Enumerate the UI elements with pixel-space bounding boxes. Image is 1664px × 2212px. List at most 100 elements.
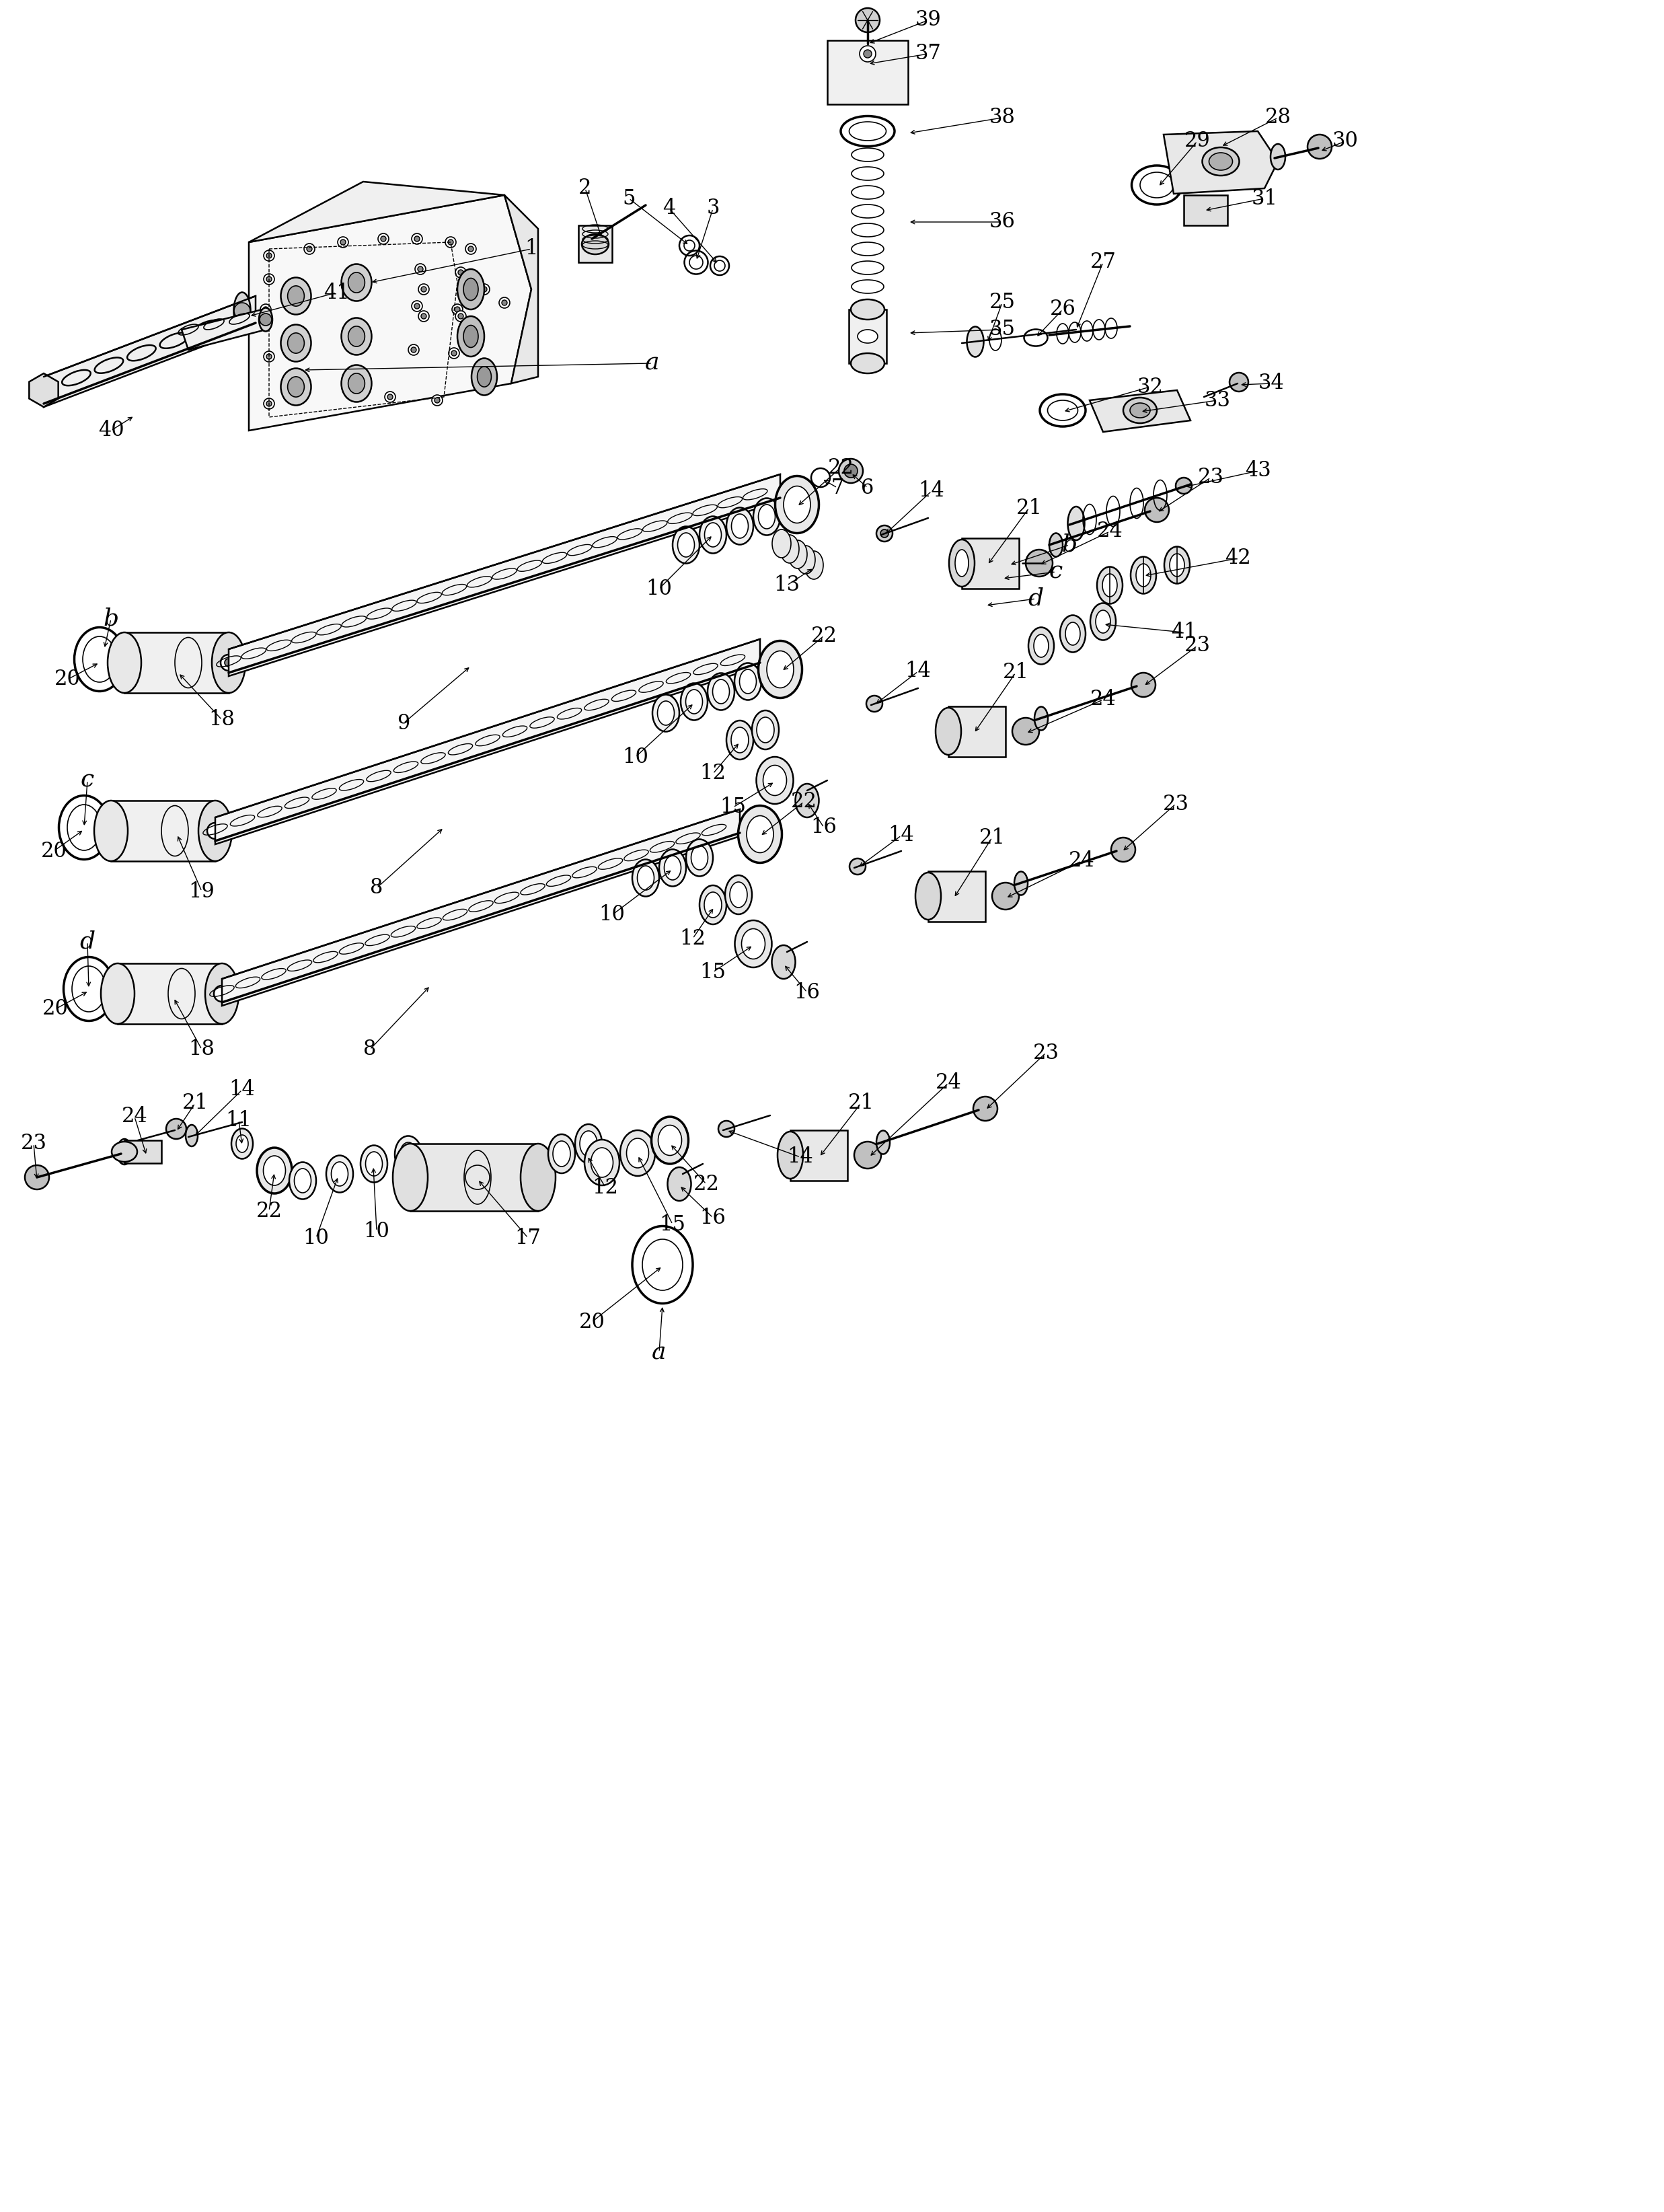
Text: 24: 24 [121, 1106, 148, 1128]
Text: d: d [1028, 588, 1043, 611]
Ellipse shape [784, 487, 810, 522]
Bar [125, 1141, 161, 1164]
Text: 36: 36 [988, 212, 1015, 232]
Text: a: a [652, 1340, 666, 1363]
Circle shape [448, 239, 453, 246]
Text: 21: 21 [1002, 661, 1028, 684]
Circle shape [235, 303, 250, 319]
Circle shape [973, 1097, 997, 1121]
Text: 22: 22 [790, 792, 817, 812]
Ellipse shape [621, 1130, 656, 1177]
Circle shape [206, 823, 223, 838]
Circle shape [263, 398, 275, 409]
Text: 35: 35 [988, 319, 1015, 341]
Ellipse shape [348, 374, 364, 394]
Polygon shape [118, 964, 221, 1024]
Text: 18: 18 [188, 1040, 215, 1060]
Text: 10: 10 [646, 577, 672, 599]
Text: c: c [1050, 560, 1063, 584]
Ellipse shape [331, 1161, 348, 1186]
Ellipse shape [759, 641, 802, 699]
Bar [849, 310, 887, 363]
Circle shape [1025, 549, 1053, 577]
Text: 32: 32 [1137, 376, 1163, 398]
Ellipse shape [672, 526, 699, 564]
Ellipse shape [730, 883, 747, 907]
Text: 24: 24 [935, 1073, 962, 1093]
Text: 24: 24 [1090, 690, 1117, 710]
Ellipse shape [730, 728, 749, 752]
Ellipse shape [231, 1128, 253, 1159]
Ellipse shape [290, 1161, 316, 1199]
Text: 25: 25 [988, 292, 1015, 314]
Ellipse shape [1033, 635, 1048, 657]
Text: 15: 15 [721, 796, 745, 818]
Ellipse shape [772, 945, 795, 980]
Ellipse shape [704, 891, 722, 918]
Ellipse shape [857, 330, 877, 343]
Ellipse shape [691, 845, 707, 869]
Ellipse shape [108, 633, 141, 692]
Text: 23: 23 [1198, 467, 1223, 489]
Text: 14: 14 [919, 480, 945, 502]
Text: 21: 21 [847, 1093, 874, 1113]
Polygon shape [221, 810, 740, 1006]
Ellipse shape [699, 885, 727, 925]
Ellipse shape [1097, 566, 1123, 604]
Circle shape [431, 396, 443, 405]
Ellipse shape [789, 540, 807, 568]
Text: 41: 41 [1171, 622, 1196, 644]
Text: 41: 41 [323, 283, 349, 303]
Ellipse shape [576, 1124, 602, 1164]
Ellipse shape [757, 717, 774, 743]
Circle shape [864, 51, 872, 58]
Circle shape [503, 301, 508, 305]
Ellipse shape [288, 285, 305, 305]
Text: 24: 24 [1097, 522, 1123, 542]
Polygon shape [1163, 131, 1278, 195]
Ellipse shape [659, 849, 686, 887]
Text: 7: 7 [830, 478, 844, 498]
Circle shape [446, 237, 456, 248]
Circle shape [877, 526, 892, 542]
Circle shape [266, 252, 271, 259]
Ellipse shape [233, 292, 251, 330]
Ellipse shape [463, 279, 478, 301]
Text: 18: 18 [210, 710, 235, 730]
Circle shape [719, 1121, 734, 1137]
Circle shape [411, 347, 416, 352]
Polygon shape [181, 310, 266, 349]
Circle shape [479, 283, 489, 294]
Text: 37: 37 [915, 44, 942, 64]
Circle shape [378, 234, 389, 243]
Ellipse shape [1065, 622, 1080, 646]
Circle shape [266, 354, 271, 358]
Text: 12: 12 [679, 929, 706, 949]
Circle shape [384, 392, 396, 403]
Ellipse shape [288, 376, 305, 396]
Circle shape [867, 695, 882, 712]
Ellipse shape [732, 513, 749, 538]
Circle shape [1230, 372, 1248, 392]
Text: 22: 22 [827, 458, 854, 478]
Ellipse shape [281, 276, 311, 314]
Ellipse shape [1203, 148, 1240, 175]
Ellipse shape [727, 507, 754, 544]
Ellipse shape [348, 272, 364, 292]
Ellipse shape [1165, 546, 1190, 584]
Text: 4: 4 [662, 199, 676, 219]
Ellipse shape [948, 540, 975, 586]
Circle shape [844, 465, 857, 478]
Ellipse shape [681, 684, 707, 721]
Circle shape [381, 237, 386, 241]
Ellipse shape [772, 529, 790, 557]
Text: 8: 8 [369, 878, 383, 898]
Circle shape [1012, 719, 1038, 745]
Bar [948, 706, 1005, 757]
Text: 29: 29 [1185, 131, 1210, 153]
Circle shape [992, 883, 1018, 909]
Circle shape [454, 307, 459, 312]
Text: 2: 2 [579, 177, 592, 199]
Ellipse shape [281, 325, 311, 361]
Ellipse shape [1102, 573, 1117, 597]
